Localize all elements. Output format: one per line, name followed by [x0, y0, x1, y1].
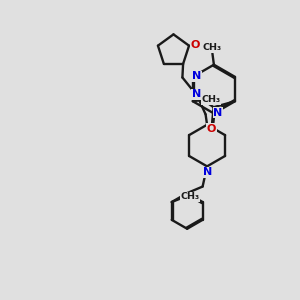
Text: N: N — [203, 167, 212, 177]
Text: N: N — [213, 108, 222, 118]
Text: N: N — [192, 71, 201, 81]
Text: N: N — [192, 89, 201, 99]
Text: O: O — [207, 124, 216, 134]
Text: CH₃: CH₃ — [203, 43, 222, 52]
Text: CH₃: CH₃ — [181, 192, 200, 201]
Text: CH₃: CH₃ — [201, 95, 220, 104]
Text: O: O — [190, 40, 200, 50]
